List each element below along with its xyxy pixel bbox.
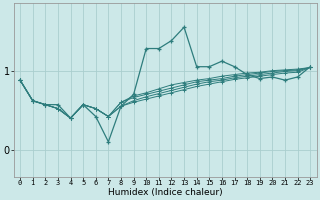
X-axis label: Humidex (Indice chaleur): Humidex (Indice chaleur) [108,188,222,197]
